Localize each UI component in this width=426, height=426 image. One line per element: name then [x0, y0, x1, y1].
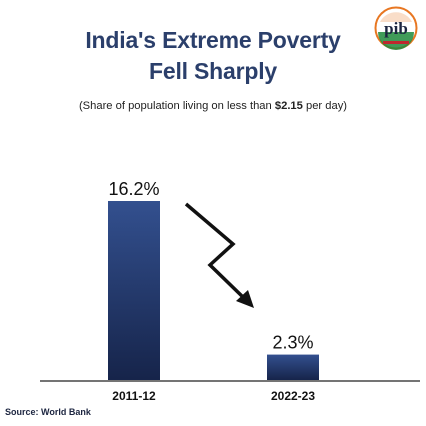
chart-title-line2: Fell Sharply [149, 58, 277, 84]
logo-text: pib [384, 19, 408, 38]
subtitle-prefix: (Share of population living on less than [78, 100, 275, 112]
x-tick-label-2011-12: 2011-12 [112, 389, 156, 403]
source-note: Source: World Bank [5, 407, 91, 417]
chart-title-line1: India's Extreme Poverty [85, 27, 341, 53]
subtitle-suffix: per day) [302, 100, 348, 112]
bars-layer: 16.2% 2011-12 2.3% 2022-23 [108, 179, 319, 403]
subtitle-amount: $2.15 [274, 100, 303, 112]
bar-2022-23 [267, 354, 319, 380]
data-label-2011-12: 16.2% [108, 179, 159, 199]
trend-arrow-icon [184, 202, 254, 308]
bar-2011-12 [108, 201, 160, 380]
chart-subtitle: (Share of population living on less than… [0, 100, 426, 112]
data-label-2022-23: 2.3% [272, 333, 313, 353]
x-tick-label-2022-23: 2022-23 [271, 389, 315, 403]
pib-logo-icon: pib [374, 6, 418, 50]
